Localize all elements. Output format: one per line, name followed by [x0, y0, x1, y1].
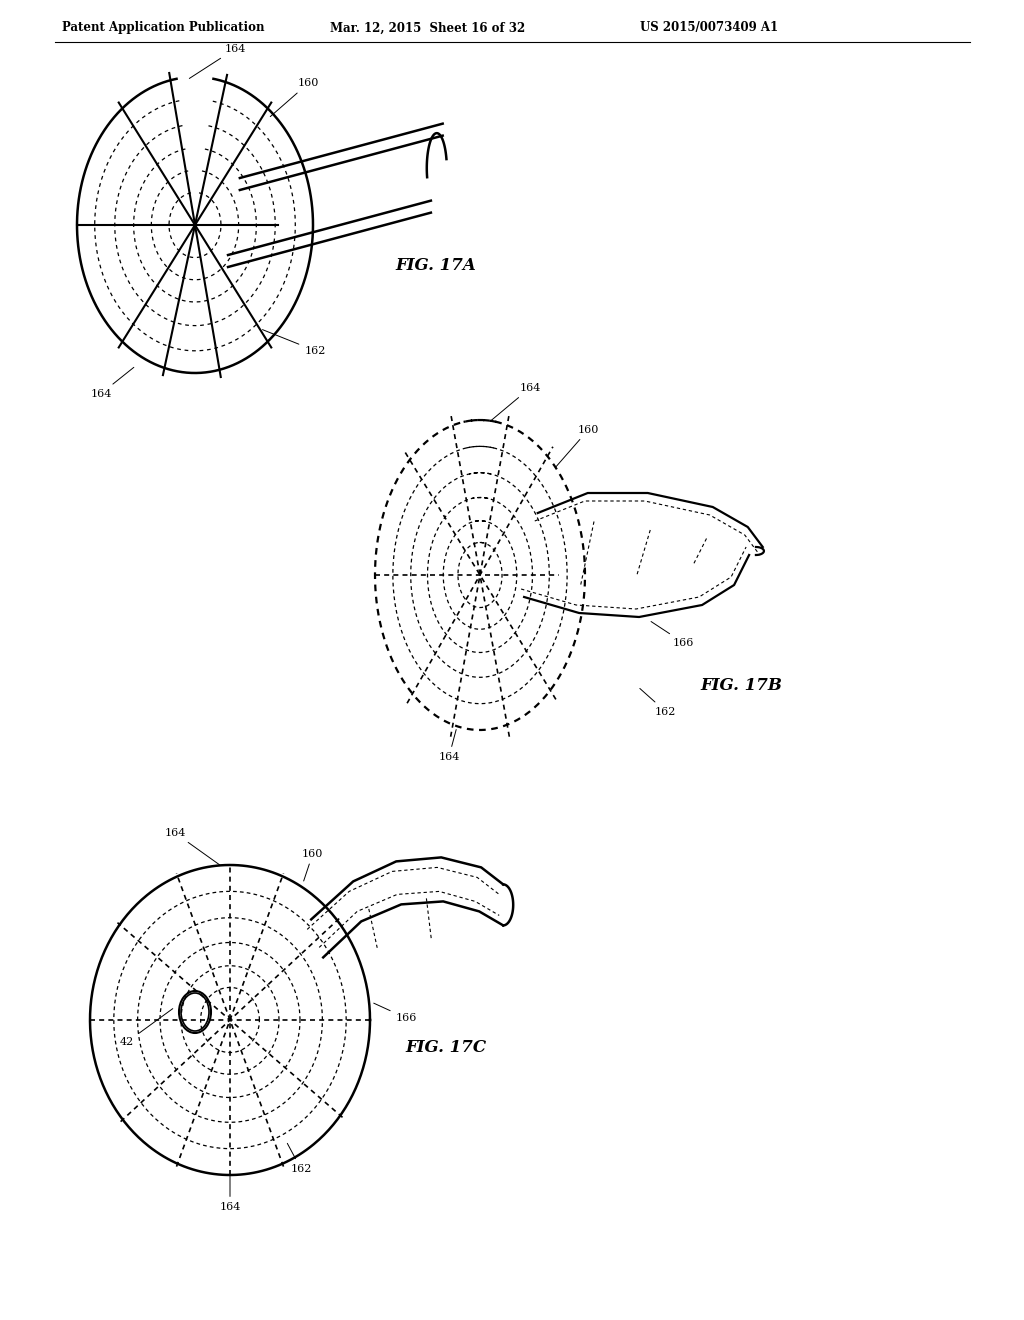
Text: Mar. 12, 2015  Sheet 16 of 32: Mar. 12, 2015 Sheet 16 of 32 [330, 21, 525, 34]
Text: FIG. 17A: FIG. 17A [395, 256, 476, 273]
Text: 160: 160 [302, 849, 324, 880]
Text: 162: 162 [640, 689, 677, 717]
Text: 164: 164 [490, 383, 541, 421]
Text: 164: 164 [189, 44, 246, 78]
Text: 160: 160 [555, 425, 599, 467]
Text: 162: 162 [262, 330, 326, 355]
Text: US 2015/0073409 A1: US 2015/0073409 A1 [640, 21, 778, 34]
Text: 160: 160 [270, 78, 318, 116]
Text: 164: 164 [219, 1176, 241, 1212]
Text: 164: 164 [90, 367, 134, 399]
Text: 164: 164 [164, 828, 220, 865]
Text: 166: 166 [374, 1003, 417, 1023]
Text: 42: 42 [120, 1008, 173, 1047]
Text: FIG. 17B: FIG. 17B [700, 676, 782, 693]
Text: Patent Application Publication: Patent Application Publication [62, 21, 264, 34]
Ellipse shape [181, 993, 209, 1031]
Text: FIG. 17C: FIG. 17C [406, 1040, 486, 1056]
Text: 164: 164 [438, 730, 460, 762]
Text: 162: 162 [288, 1143, 311, 1173]
Text: 166: 166 [651, 622, 694, 648]
